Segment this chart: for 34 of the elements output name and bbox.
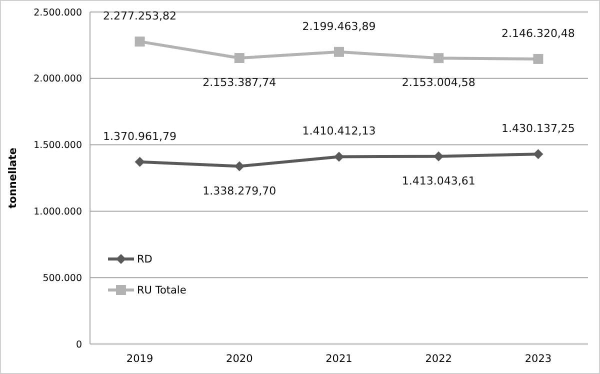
y-tick-label: 0 [76,339,82,350]
x-tick-label: 2023 [524,353,552,365]
y-tick-label: 500.000 [42,272,82,284]
x-tick-label: 2021 [326,353,352,365]
point [134,156,145,167]
data-label: 1.410.412,13 [302,124,376,138]
legend-label: RD [137,254,152,266]
x-tick-label: 2022 [425,353,452,365]
data-label: 1.370.961,79 [103,130,177,143]
y-axis-title: tonnellate [7,148,19,208]
point [234,161,244,172]
data-label: 1.338.279,70 [202,184,276,198]
data-label: 2.146.320,48 [501,26,575,40]
data-label: 2.277.253,82 [103,10,177,23]
point [334,46,344,57]
x-tick-label: 2020 [226,353,253,365]
data-label: 2.153.387,74 [202,76,276,90]
point [533,149,544,160]
data-label: 2.199.463,89 [302,20,376,33]
data-label: 1.413.043,61 [402,174,476,188]
point [434,53,444,64]
legend-label: RU Totale [137,284,186,297]
x-tick-label: 2019 [126,353,154,365]
data-label: 1.430.137,25 [501,122,575,136]
y-tick-label: 1.000.000 [34,206,82,218]
point [234,53,244,64]
point [134,36,145,47]
y-tick-label: 2.500.000 [34,7,82,18]
point [334,152,344,162]
y-tick-label: 1.500.000 [34,140,82,152]
data-label: 2.153.004,58 [402,76,476,90]
point [434,151,444,162]
point [533,54,544,64]
y-tick-label: 2.000.000 [34,74,82,85]
